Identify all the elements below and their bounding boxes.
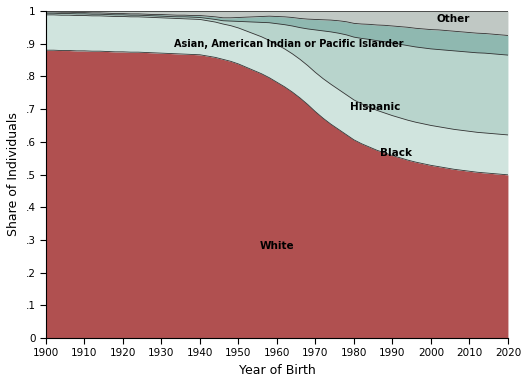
Text: Asian, American Indian or Pacific Islander: Asian, American Indian or Pacific Island… (174, 39, 403, 49)
Text: Black: Black (380, 148, 412, 158)
Y-axis label: Share of Individuals: Share of Individuals (7, 113, 20, 237)
Text: Other: Other (436, 14, 469, 24)
Text: White: White (260, 242, 294, 252)
X-axis label: Year of Birth: Year of Birth (239, 364, 315, 377)
Text: Hispanic: Hispanic (350, 103, 400, 113)
